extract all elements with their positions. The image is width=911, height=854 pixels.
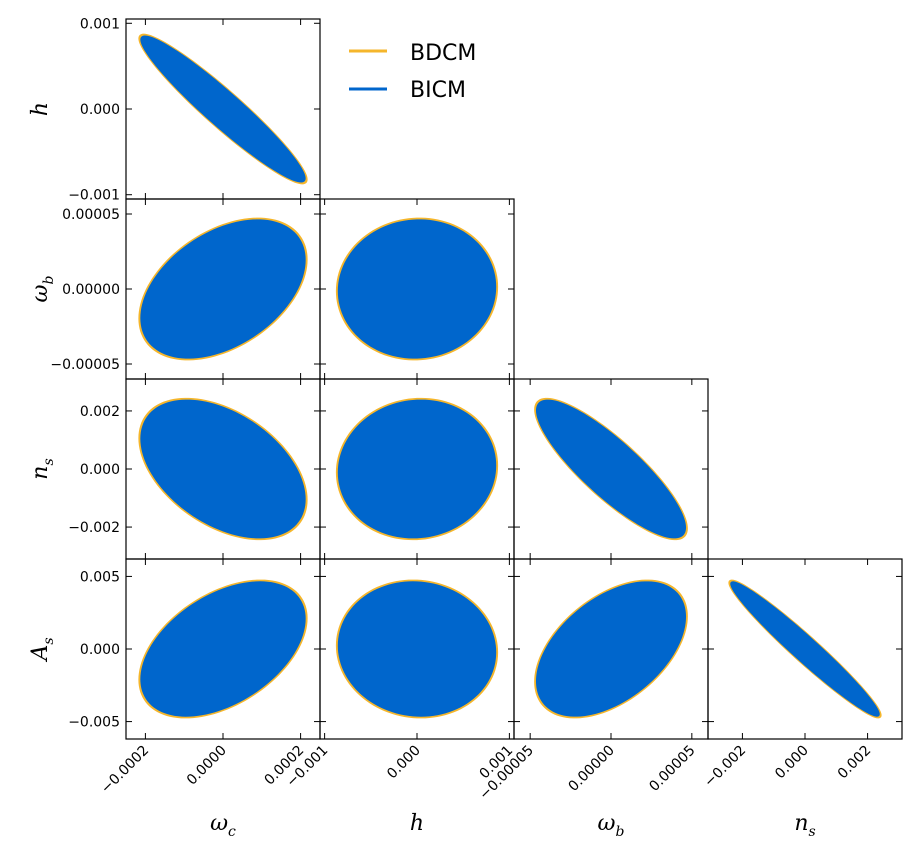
ellipse-bicm-omega-b-vs-n-s: [535, 399, 687, 539]
x-tick-label-omega-b: 0.00000: [566, 743, 618, 795]
panels-layer: [125, 18, 903, 740]
y-tick-label-n-s: 0.002: [80, 404, 120, 420]
x-tick-label-omega-b: 0.00005: [646, 743, 698, 795]
x-tick-label-n-s: 0.000: [772, 743, 812, 783]
y-tick-label-omega-b: 0.00000: [62, 282, 120, 298]
ellipse-bicm-omega-c-vs-h: [140, 35, 306, 183]
ellipse-bdcm-omega-b-vs-a-s: [534, 579, 688, 719]
y-axis-label-n-s: ns: [28, 458, 57, 479]
axis-labels-layer: ωc h ωb ns h ωb ns As: [28, 102, 816, 840]
y-tick-label-omega-b: −0.00005: [50, 357, 120, 373]
ellipse-bicm-omega-c-vs-omega-b: [140, 219, 306, 359]
legend-label-bicm: BICM: [410, 78, 466, 103]
ellipse-bicm-n-s-vs-a-s: [730, 581, 880, 717]
y-tick-label-h: 0.000: [80, 102, 120, 118]
y-tick-label-n-s: 0.000: [80, 462, 120, 478]
x-tick-label-omega-c: 0.0000: [184, 743, 230, 789]
x-axis-label-n-s: ns: [794, 811, 815, 840]
ellipse-bdcm-omega-c-vs-omega-b: [138, 217, 308, 361]
x-axis-label-h: h: [410, 811, 424, 836]
y-tick-label-h: 0.001: [80, 16, 120, 32]
y-tick-label-h: −0.001: [68, 188, 120, 204]
x-axis-label-omega-b: ωb: [598, 811, 625, 840]
y-tick-label-a-s: 0.000: [80, 642, 120, 658]
ellipse-bicm-h-vs-n-s: [337, 399, 497, 539]
ellipse-bdcm-h-vs-n-s: [335, 397, 499, 541]
ellipse-bdcm-omega-c-vs-a-s: [138, 579, 308, 719]
ellipse-bicm-h-vs-a-s: [337, 581, 497, 717]
y-axis-label-omega-b: ωb: [28, 276, 57, 303]
x-axis-label-omega-c: ωc: [210, 811, 236, 840]
x-tick-label-h: 0.000: [384, 743, 424, 783]
x-tick-label-n-s: 0.002: [835, 743, 875, 783]
y-axis-label-h: h: [28, 102, 53, 116]
ellipse-bicm-omega-b-vs-a-s: [535, 581, 687, 717]
x-tick-label-n-s: −0.002: [701, 743, 749, 791]
ellipse-bdcm-h-vs-omega-b: [335, 217, 499, 361]
ellipse-bdcm-h-vs-a-s: [335, 579, 499, 719]
y-tick-label-omega-b: 0.00005: [62, 207, 120, 223]
ellipse-bdcm-omega-c-vs-n-s: [138, 397, 308, 541]
y-tick-label-n-s: −0.002: [68, 520, 120, 536]
y-tick-label-a-s: −0.005: [68, 715, 120, 731]
y-axis-label-a-s: As: [28, 637, 57, 662]
ellipse-bicm-omega-c-vs-a-s: [140, 581, 306, 717]
legend: BDCM BICM: [349, 41, 476, 103]
ellipse-bicm-h-vs-omega-b: [337, 219, 497, 359]
y-tick-label-a-s: 0.005: [80, 569, 120, 585]
legend-label-bdcm: BDCM: [410, 41, 476, 66]
x-tick-label-omega-c: −0.0002: [98, 743, 152, 797]
ellipse-bicm-omega-c-vs-n-s: [140, 399, 306, 539]
